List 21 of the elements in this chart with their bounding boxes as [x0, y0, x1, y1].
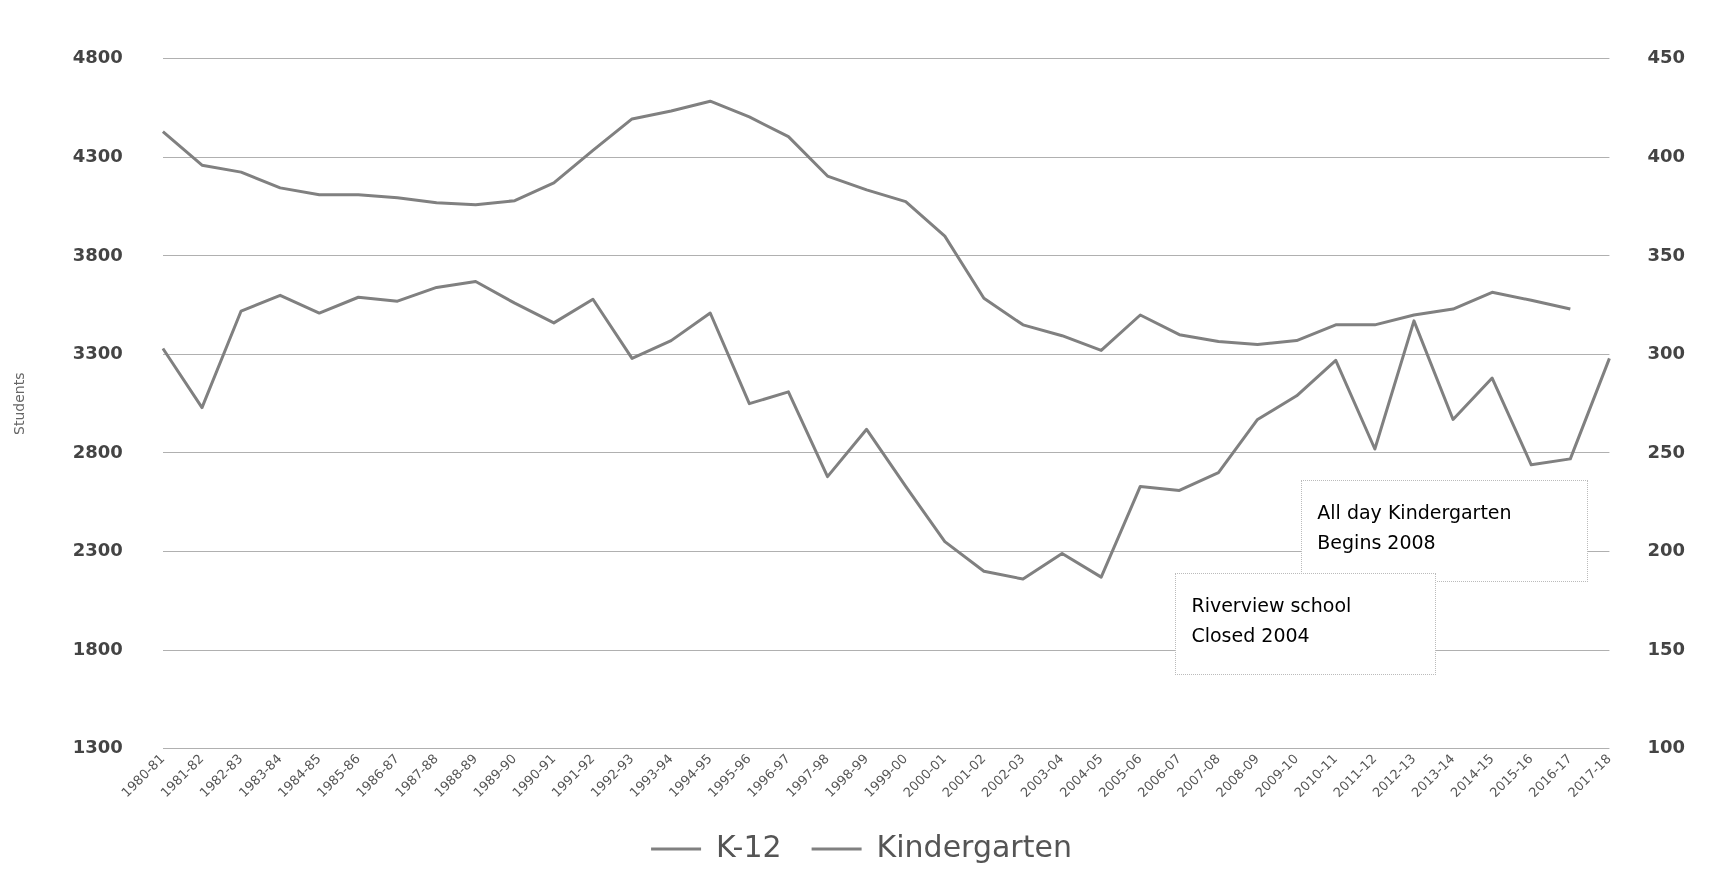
y-tick-label: 1800 — [72, 637, 123, 659]
y2-tick-label: 150 — [1647, 637, 1685, 659]
y-tick-label: 4300 — [72, 145, 123, 167]
y-axis-title: Students — [11, 372, 28, 435]
note-box: Riverview school Closed 2004 — [1175, 572, 1436, 675]
y-tick-label: 2300 — [72, 539, 123, 561]
y2-tick-label: 100 — [1647, 736, 1685, 758]
y2-tick-label: 300 — [1647, 342, 1685, 364]
legend-label: Kindergarten — [876, 828, 1072, 864]
y2-tick-label: 450 — [1647, 46, 1685, 68]
y2-tick-label: 350 — [1647, 243, 1685, 265]
y-tick-label: 3300 — [72, 342, 123, 364]
y-tick-label: 2800 — [72, 440, 123, 462]
y2-tick-label: 200 — [1647, 539, 1685, 561]
y2-tick-label: 250 — [1647, 440, 1685, 462]
y-tick-label: 3800 — [72, 243, 123, 265]
legend-label: K-12 — [716, 828, 782, 864]
y2-tick-label: 400 — [1647, 145, 1685, 167]
y-tick-label: 4800 — [72, 46, 123, 68]
y-tick-label: 1300 — [72, 736, 123, 758]
note-box: All day Kindergarten Begins 2008 — [1301, 479, 1588, 582]
